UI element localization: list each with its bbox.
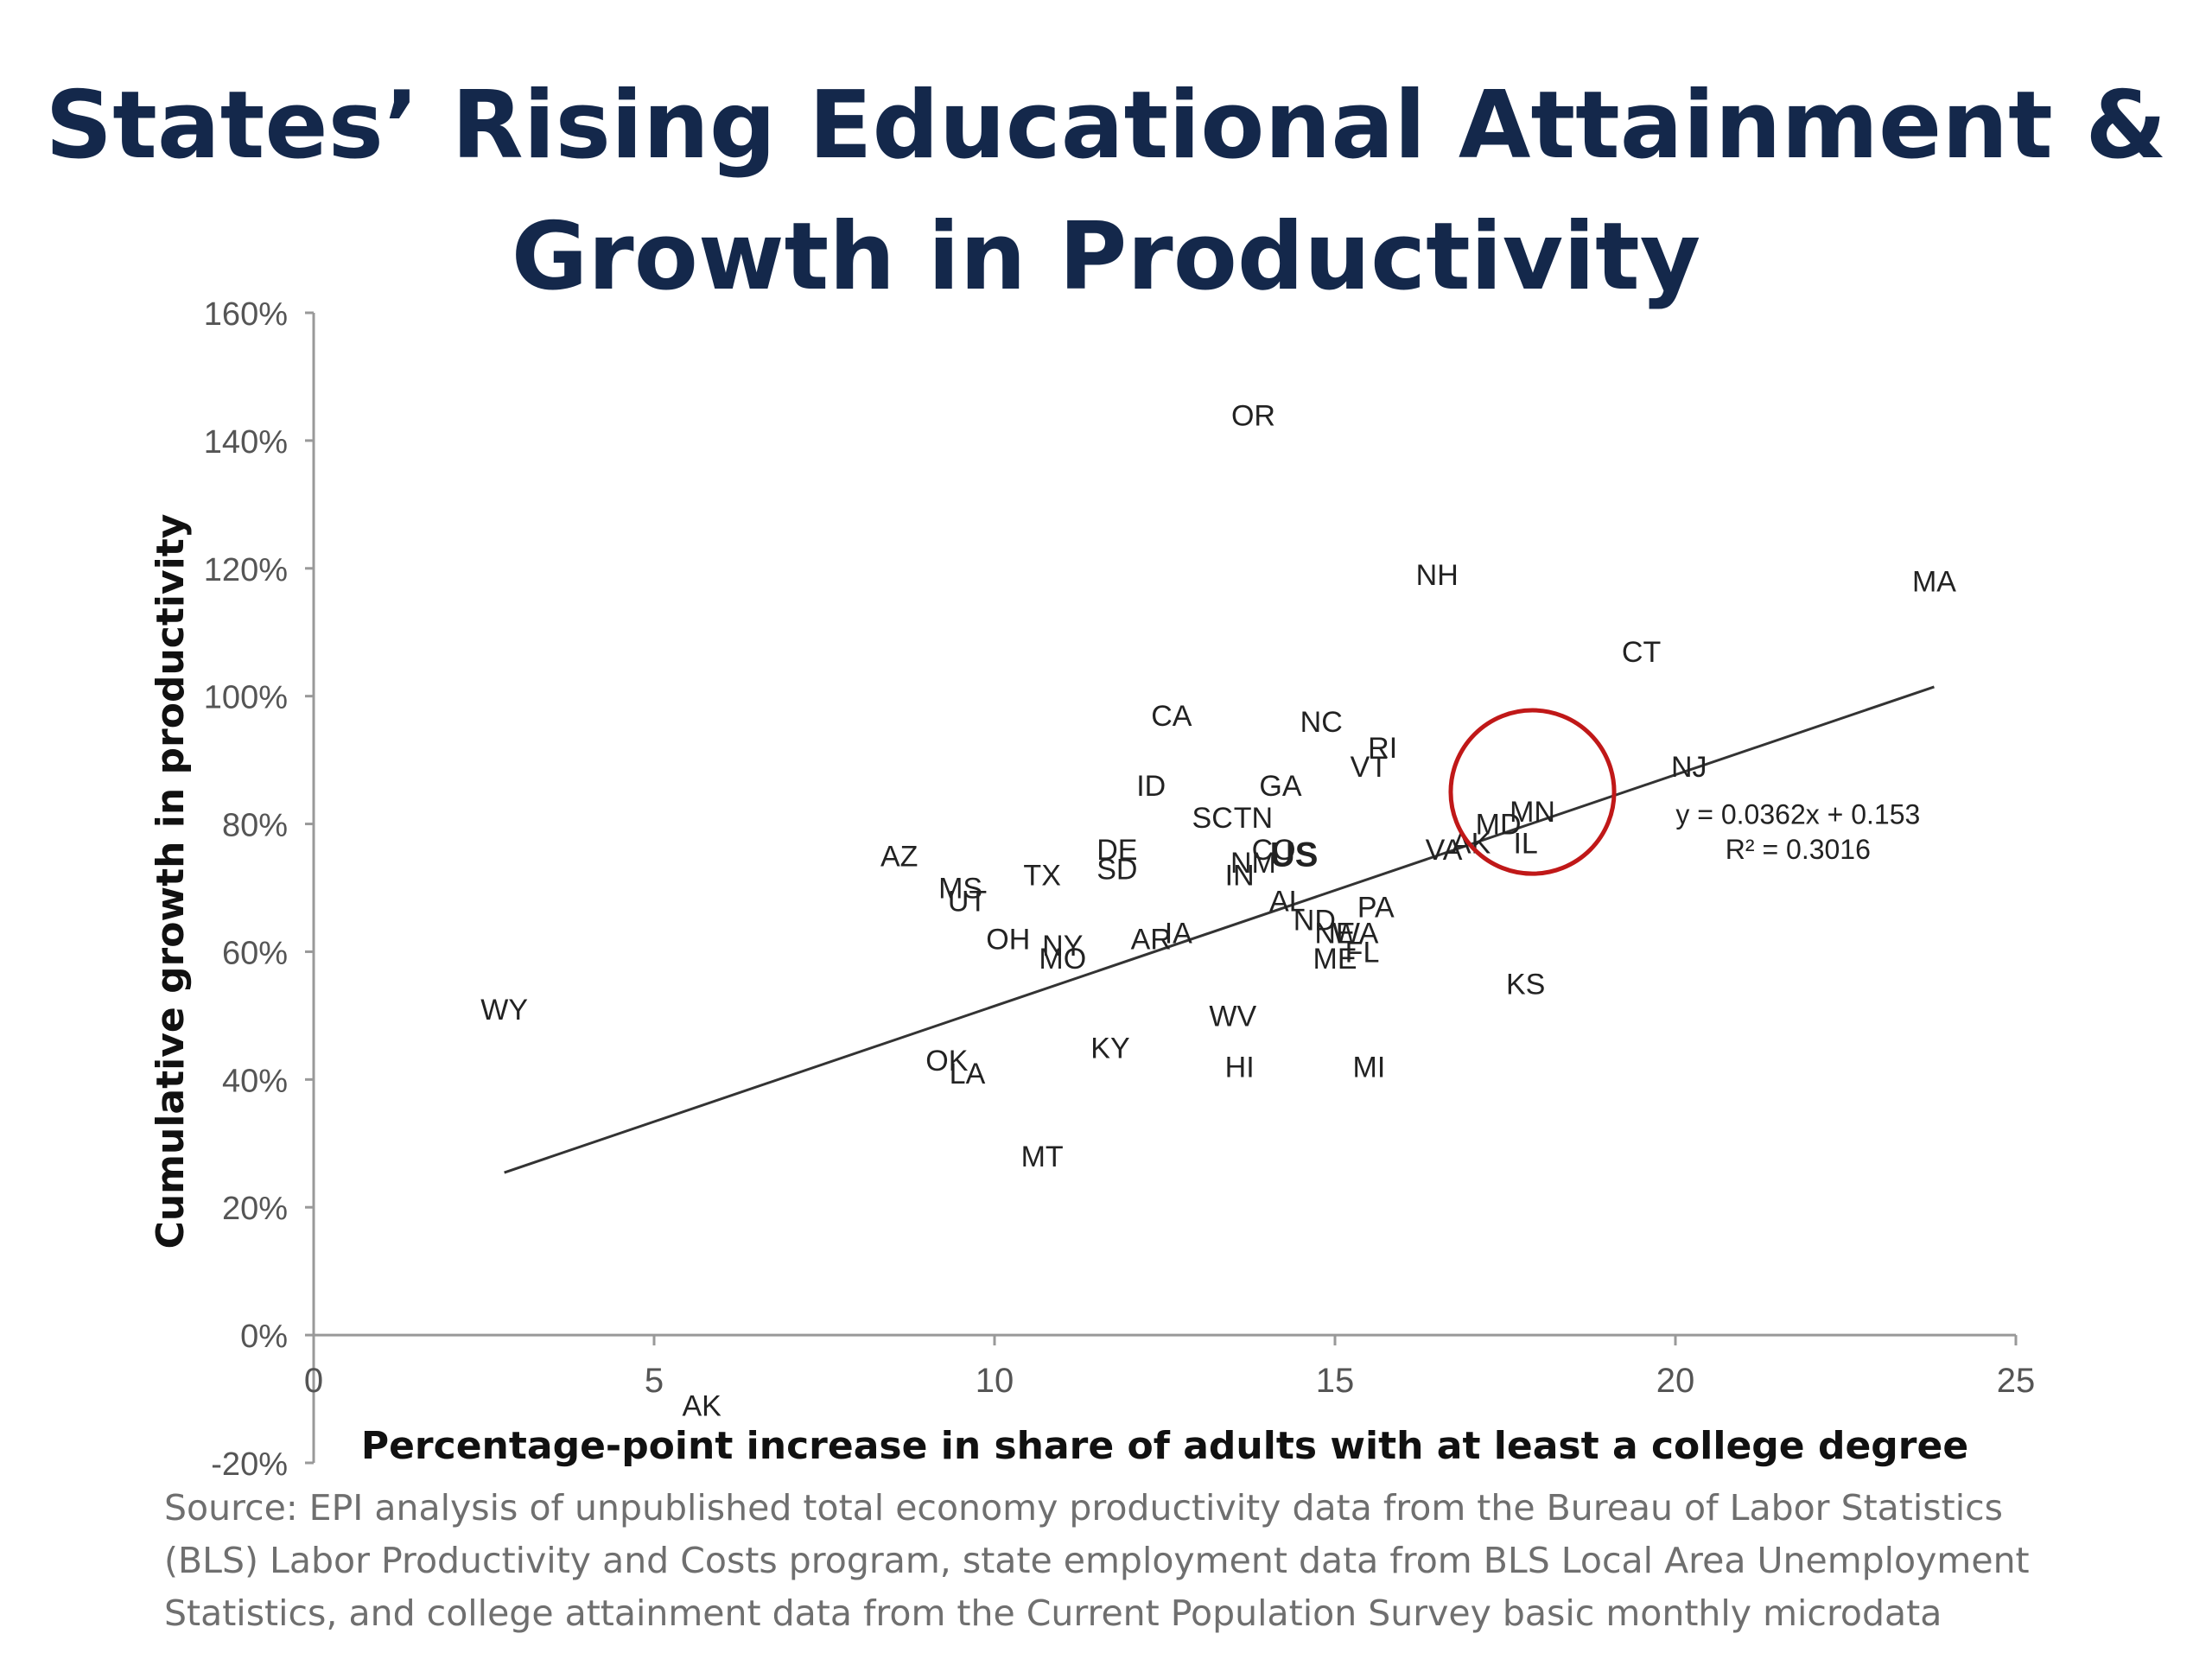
data-point-label: MN	[1510, 796, 1555, 829]
data-point-label: CA	[1151, 700, 1192, 733]
data-point-label: MS	[938, 873, 982, 906]
data-point-label: OR	[1231, 399, 1275, 432]
y-tick-label: 120%	[204, 552, 288, 588]
data-point-label: VT	[1351, 751, 1388, 784]
y-axis-label: Cumulative growth in productivity	[149, 514, 193, 1249]
y-tick-label: 140%	[204, 424, 288, 461]
data-point-label: SC	[1192, 802, 1233, 835]
data-point-label: ME	[1313, 943, 1357, 976]
chart-title: States’ Rising Educational Attainment & …	[0, 60, 2212, 323]
data-point-label: WY	[480, 994, 528, 1027]
data-point-label: OK	[925, 1045, 968, 1077]
data-point-label: WV	[1209, 1000, 1256, 1033]
data-point-label: TX	[1023, 860, 1060, 893]
data-point-label: ID	[1136, 770, 1166, 803]
data-point-label: WA	[1332, 917, 1379, 950]
data-point-label: AL	[1269, 885, 1306, 918]
y-tick-label: -20%	[211, 1446, 288, 1483]
trendline-equation: y = 0.0362x + 0.153	[1675, 799, 1920, 830]
x-axis-label: Percentage-point increase in share of ad…	[361, 1424, 1968, 1468]
x-tick-label: 5	[645, 1362, 664, 1400]
data-point-label: CO	[1252, 834, 1296, 867]
data-point-label: AR	[1131, 924, 1172, 957]
axes: -20% 0% 20% 40% 60% 80% 100% 120% 140% 160% 0 5 10 15…	[204, 296, 2035, 1483]
chart-title-line-1: States’ Rising Educational Attainment &	[45, 72, 2167, 180]
source-line-2: (BLS) Labor Productivity and Costs progr…	[164, 1540, 2030, 1581]
data-point-label: SD	[1096, 853, 1137, 886]
data-point-label: RI	[1368, 732, 1397, 765]
data-point-label: LA	[950, 1058, 986, 1090]
data-point-label: FL	[1345, 936, 1380, 969]
y-tick-label: 80%	[222, 808, 288, 844]
data-point-label: NM	[1230, 847, 1276, 880]
y-tick-label: 100%	[204, 680, 288, 716]
x-tick-label: 10	[976, 1362, 1014, 1400]
data-point-label: NJ	[1671, 751, 1707, 784]
annotations: y = 0.0362x + 0.153 R² = 0.3016	[1448, 708, 1920, 876]
y-tick-label: 160%	[204, 296, 288, 333]
data-point-label: DE	[1096, 834, 1137, 867]
y-tick-label: 20%	[222, 1191, 288, 1227]
data-point-label: NC	[1300, 706, 1343, 739]
x-tick-label: 15	[1316, 1362, 1355, 1400]
data-point-label: MA	[1912, 566, 1956, 599]
data-point-label: IN	[1225, 860, 1255, 893]
trendline	[504, 685, 1935, 1174]
data-point-label: CT	[1622, 636, 1661, 669]
data-point-label: MI	[1353, 1052, 1386, 1084]
trendline-group	[504, 685, 1935, 1174]
data-point-label: TN	[1234, 802, 1273, 835]
data-point-label: IA	[1165, 917, 1192, 950]
data-point-label: AZ	[880, 841, 918, 874]
y-tick-label: 40%	[222, 1063, 288, 1099]
chart-title-line-2: Growth in Productivity	[511, 203, 1701, 311]
data-point-label: ND	[1294, 904, 1336, 937]
data-point-label: AK	[682, 1389, 721, 1422]
data-point-label: IL	[1513, 828, 1537, 861]
data-point-label: US	[1270, 836, 1319, 874]
x-tick-label: 0	[304, 1362, 323, 1400]
data-point-label: GA	[1259, 770, 1301, 803]
data-point-label: MT	[1021, 1141, 1064, 1173]
x-tick-label: 25	[1997, 1362, 2036, 1400]
source-line-3: Statistics, and college attainment data …	[164, 1592, 1942, 1634]
y-tick-label: 0%	[240, 1319, 288, 1355]
data-point-label: KY	[1090, 1032, 1129, 1065]
y-tick-label: 60%	[222, 935, 288, 971]
data-point-label: KS	[1506, 968, 1545, 1001]
data-point-label: HI	[1225, 1052, 1255, 1084]
data-point-label: UT	[948, 885, 987, 918]
data-point-label: PA	[1357, 892, 1395, 925]
source-line-1: Source: EPI analysis of unpublished tota…	[164, 1487, 2003, 1529]
x-tick-label: 20	[1656, 1362, 1695, 1400]
data-point-label: NY	[1042, 930, 1083, 963]
data-point-label: MO	[1039, 943, 1086, 976]
data-point-label: NE	[1314, 917, 1355, 950]
r-squared-label: R² = 0.3016	[1726, 834, 1871, 865]
highlight-circle	[1448, 708, 1617, 876]
data-point-label: NH	[1416, 559, 1459, 592]
data-point-label: VA	[1426, 834, 1463, 867]
source-note: Source: EPI analysis of unpublished tota…	[164, 1482, 2108, 1640]
data-point-label: OH	[986, 924, 1030, 957]
data-point-label: MD	[1476, 809, 1522, 842]
